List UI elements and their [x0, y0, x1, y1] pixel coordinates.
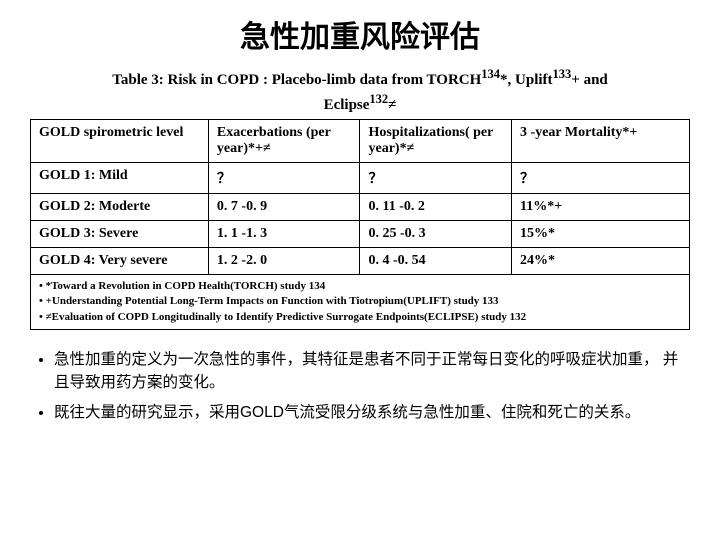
- cell: 24%*: [512, 248, 690, 275]
- footnote: *Toward a Revolution in COPD Health(TORC…: [39, 279, 681, 294]
- cell: 1. 2 -2. 0: [208, 248, 360, 275]
- col-header: GOLD spirometric level: [31, 120, 209, 163]
- cell: 1. 1 -1. 3: [208, 221, 360, 248]
- cell: ？: [512, 163, 690, 194]
- bullet-item: 既往大量的研究显示，采用GOLD气流受限分级系统与急性加重、住院和死亡的关系。: [54, 401, 690, 424]
- footnote: ≠Evaluation of COPD Longitudinally to Id…: [39, 310, 681, 325]
- footnotes: *Toward a Revolution in COPD Health(TORC…: [30, 275, 690, 330]
- cell: 0. 4 -0. 54: [360, 248, 512, 275]
- table-row: GOLD 4: Very severe 1. 2 -2. 0 0. 4 -0. …: [31, 248, 690, 275]
- table-caption: Table 3: Risk in COPD : Placebo-limb dat…: [30, 66, 690, 115]
- cell: 0. 11 -0. 2: [360, 194, 512, 221]
- cell: GOLD 3: Severe: [31, 221, 209, 248]
- cell: 0. 25 -0. 3: [360, 221, 512, 248]
- caption-text-2: *, Uplift: [500, 72, 553, 88]
- col-header: Hospitalizations( per year)*≠: [360, 120, 512, 163]
- caption-sup-3: 132: [369, 92, 388, 106]
- caption-sup-1: 134: [481, 67, 500, 81]
- table-row: GOLD 2: Moderte 0. 7 -0. 9 0. 11 -0. 2 1…: [31, 194, 690, 221]
- risk-table: GOLD spirometric level Exacerbations (pe…: [30, 119, 690, 275]
- bullet-item: 急性加重的定义为一次急性的事件，其特征是患者不同于正常每日变化的呼吸症状加重， …: [54, 348, 690, 395]
- caption-text-5: ≠: [388, 97, 396, 113]
- caption-text-3: + and: [571, 72, 607, 88]
- footnote: +Understanding Potential Long-Term Impac…: [39, 294, 681, 309]
- caption-sup-2: 133: [553, 67, 572, 81]
- table-header-row: GOLD spirometric level Exacerbations (pe…: [31, 120, 690, 163]
- cell: ？: [360, 163, 512, 194]
- cell: 0. 7 -0. 9: [208, 194, 360, 221]
- table-row: GOLD 1: Mild ？ ？ ？: [31, 163, 690, 194]
- table-row: GOLD 3: Severe 1. 1 -1. 3 0. 25 -0. 3 15…: [31, 221, 690, 248]
- cell: GOLD 4: Very severe: [31, 248, 209, 275]
- cell: GOLD 2: Moderte: [31, 194, 209, 221]
- col-header: 3 -year Mortality*+: [512, 120, 690, 163]
- cell: 15%*: [512, 221, 690, 248]
- slide-title: 急性加重风险评估: [30, 12, 690, 56]
- cell: 11%*+: [512, 194, 690, 221]
- col-header: Exacerbations (per year)*+≠: [208, 120, 360, 163]
- caption-text-1: Table 3: Risk in COPD : Placebo-limb dat…: [112, 72, 481, 88]
- cell: GOLD 1: Mild: [31, 163, 209, 194]
- cell: ？: [208, 163, 360, 194]
- bullet-list: 急性加重的定义为一次急性的事件，其特征是患者不同于正常每日变化的呼吸症状加重， …: [30, 348, 690, 424]
- caption-text-4: Eclipse: [324, 97, 370, 113]
